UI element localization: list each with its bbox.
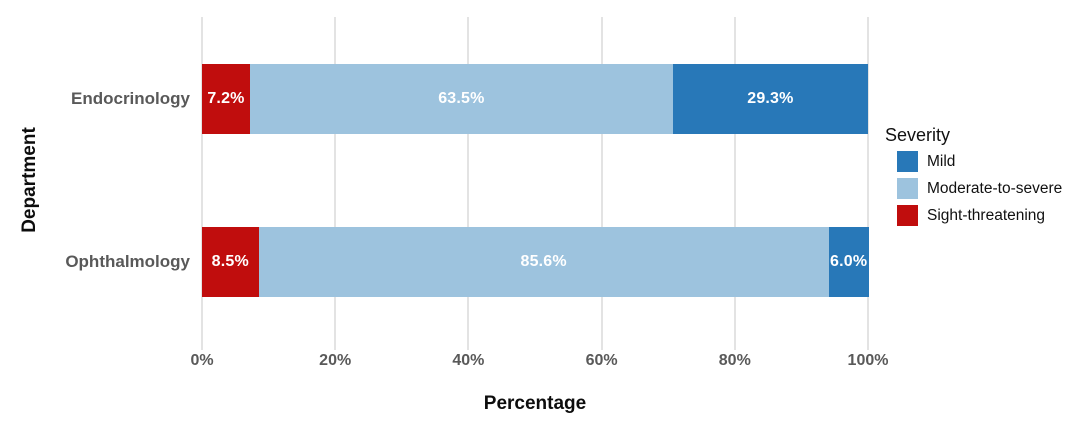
- y-category-label: Ophthalmology: [65, 251, 190, 271]
- legend-label: Sight-threatening: [927, 206, 1046, 224]
- bar-segment-sight-threatening: 7.2%: [202, 63, 250, 134]
- legend-items: Mild Moderate-to-severe Sight-threatening: [885, 151, 1080, 226]
- y-axis-title: Department: [19, 127, 40, 233]
- legend-item-moderate-to-severe: Moderate-to-severe: [897, 178, 1080, 199]
- segment-value-label: 63.5%: [438, 89, 485, 107]
- legend-swatch: [897, 178, 918, 199]
- bar-segment-sight-threatening: 8.5%: [202, 226, 259, 297]
- x-tick-label: 80%: [718, 352, 751, 369]
- gridline: [600, 17, 603, 350]
- legend-swatch: [897, 151, 918, 172]
- segment-value-label: 6.0%: [830, 252, 868, 270]
- bar-segment-mild: 29.3%: [672, 63, 868, 134]
- segment-value-label: 7.2%: [207, 89, 245, 107]
- bar-ophthalmology: 8.5% 85.6% 6.0%: [202, 226, 869, 297]
- bar-segment-moderate-to-severe: 63.5%: [249, 63, 673, 134]
- x-tick-label: 60%: [585, 352, 618, 369]
- legend-swatch: [897, 205, 918, 226]
- x-tick-label: 40%: [452, 352, 485, 369]
- gridline: [334, 17, 337, 350]
- y-category-label: Endocrinology: [71, 88, 190, 108]
- gridline: [467, 17, 470, 350]
- segment-value-label: 8.5%: [211, 252, 249, 270]
- legend-item-sight-threatening: Sight-threatening: [897, 205, 1080, 226]
- x-tick-label: 0%: [190, 352, 214, 369]
- legend-item-mild: Mild: [897, 151, 1080, 172]
- bar-segment-mild: 6.0%: [828, 226, 869, 297]
- plot-area: 7.2% 63.5% 29.3% 8.5% 85.6% 6.0%: [201, 17, 869, 350]
- x-axis-title: Percentage: [483, 393, 587, 414]
- bar-endocrinology: 7.2% 63.5% 29.3%: [202, 63, 868, 134]
- segment-value-label: 85.6%: [520, 252, 567, 270]
- gridline: [867, 17, 869, 350]
- gridline: [733, 17, 736, 350]
- legend-label: Mild: [927, 152, 956, 170]
- segment-value-label: 29.3%: [747, 89, 794, 107]
- bar-segment-moderate-to-severe: 85.6%: [258, 226, 829, 297]
- legend-label: Moderate-to-severe: [927, 179, 1063, 197]
- legend: Severity Mild Moderate-to-severe Sight-thr…: [885, 124, 1080, 232]
- legend-title: Severity: [885, 125, 951, 145]
- gridline: [201, 17, 203, 350]
- x-tick-label: 100%: [847, 352, 889, 369]
- x-tick-label: 20%: [319, 352, 352, 369]
